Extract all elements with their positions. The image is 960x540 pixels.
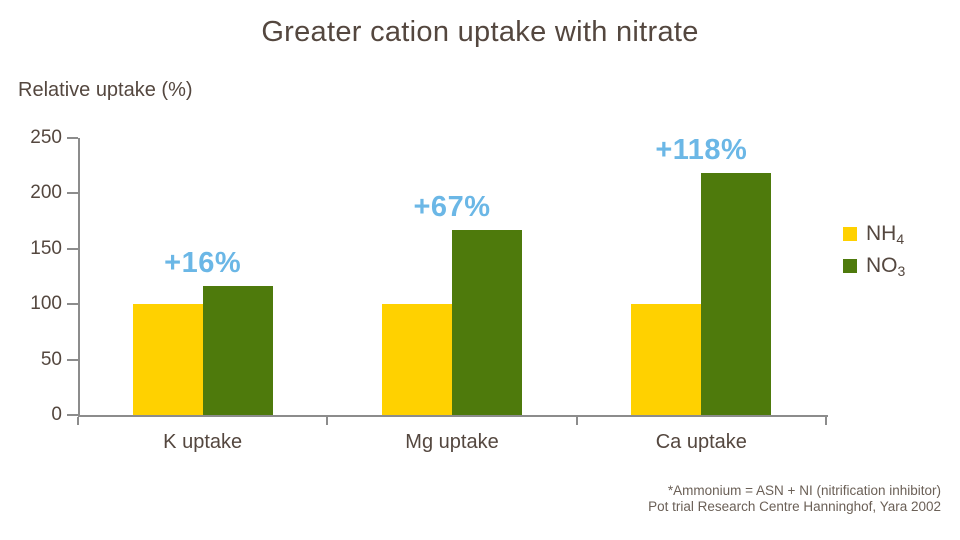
y-axis-title: Relative uptake (%) — [18, 79, 193, 101]
y-tick-mark — [67, 137, 78, 139]
legend-label-no3: NO — [866, 254, 898, 277]
legend-item-nh4: NH 4 — [843, 218, 905, 250]
legend-swatch-nh4 — [843, 227, 857, 241]
source-note: *Ammonium = ASN + NI (nitrification inhi… — [648, 483, 941, 515]
x-axis-line — [78, 415, 828, 417]
x-category-label: Mg uptake — [405, 431, 499, 453]
legend-label-subscript: 3 — [897, 263, 906, 279]
y-tick-label: 150 — [30, 237, 62, 259]
y-axis-line — [78, 138, 80, 415]
y-tick-label: 200 — [30, 182, 62, 204]
y-tick-label: 50 — [40, 348, 62, 370]
legend-label-nh4: NH — [866, 222, 897, 245]
y-tick-mark — [67, 192, 78, 195]
x-category-label: K uptake — [163, 431, 243, 453]
bar-nh4-ca — [631, 304, 702, 415]
bar-no3-ca — [701, 173, 772, 415]
y-tick-mark — [67, 303, 78, 306]
footnote-line-2: Pot trial Research Centre Hanninghof, Ya… — [648, 499, 941, 514]
y-tick-mark — [67, 247, 78, 250]
y-tick-label: 100 — [30, 293, 62, 315]
x-tick-mark — [326, 417, 329, 425]
annotation-mg: +67% — [413, 190, 491, 223]
x-tick-mark — [575, 417, 578, 425]
y-tick-mark — [67, 358, 78, 361]
y-tick-mark — [67, 414, 78, 416]
y-tick-label: 0 — [51, 404, 62, 425]
bar-nh4-mg — [382, 304, 452, 415]
bar-no3-mg — [452, 229, 522, 415]
footnote-line-1: *Ammonium = ASN + NI (nitrification inhi… — [667, 483, 941, 498]
y-tick-label: 250 — [30, 127, 62, 148]
bar-no3-k — [202, 286, 273, 415]
bar-nh4-k — [132, 304, 203, 415]
legend: NH 4 NO 3 — [843, 218, 905, 282]
annotation-ca: +118% — [655, 134, 748, 167]
x-tick-mark — [77, 417, 79, 425]
legend-item-no3: NO 3 — [843, 250, 905, 282]
x-tick-mark — [825, 417, 827, 425]
chart-title: Greater cation uptake with nitrate — [261, 16, 699, 48]
annotation-k: +16% — [164, 247, 242, 280]
legend-swatch-no3 — [843, 259, 857, 273]
legend-label-subscript: 4 — [896, 231, 905, 247]
x-category-label: Ca uptake — [655, 431, 747, 453]
